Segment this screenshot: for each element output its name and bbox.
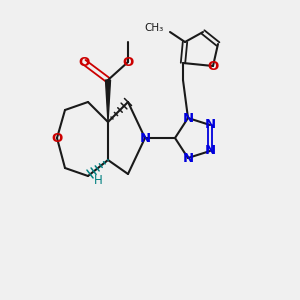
- Text: N: N: [182, 152, 194, 164]
- Text: O: O: [122, 56, 134, 68]
- Text: O: O: [51, 131, 63, 145]
- Text: O: O: [207, 59, 219, 73]
- Text: O: O: [78, 56, 90, 68]
- Polygon shape: [106, 80, 110, 122]
- Text: H: H: [94, 173, 102, 187]
- Text: CH₃: CH₃: [145, 23, 164, 33]
- Text: N: N: [204, 118, 216, 131]
- Text: N: N: [182, 112, 194, 124]
- Text: N: N: [140, 131, 151, 145]
- Text: N: N: [204, 145, 216, 158]
